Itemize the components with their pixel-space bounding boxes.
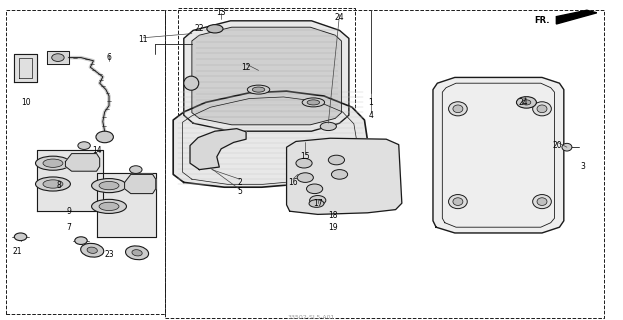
Text: 10: 10 [21,98,31,107]
Ellipse shape [537,105,547,113]
Polygon shape [173,91,368,187]
Ellipse shape [449,195,467,209]
Text: 8: 8 [57,181,62,190]
Text: 12: 12 [241,63,251,72]
Ellipse shape [309,200,324,207]
Polygon shape [125,174,156,194]
Ellipse shape [130,166,142,173]
Text: 15: 15 [300,152,310,161]
Text: 3: 3 [580,162,585,171]
Polygon shape [14,54,37,82]
Text: 11: 11 [138,36,148,44]
Text: 9: 9 [66,207,71,216]
Ellipse shape [43,159,63,167]
Ellipse shape [75,237,87,244]
Ellipse shape [533,102,551,116]
Ellipse shape [78,142,90,149]
Polygon shape [65,154,100,171]
Ellipse shape [307,184,323,194]
Ellipse shape [302,98,325,107]
Ellipse shape [307,100,320,105]
Ellipse shape [99,181,119,190]
Text: 5: 5 [237,188,242,196]
Ellipse shape [252,87,265,92]
Text: 24: 24 [518,98,528,107]
Ellipse shape [453,198,463,205]
Polygon shape [97,173,156,237]
Polygon shape [192,27,341,125]
Text: 21: 21 [12,247,22,256]
Text: 20: 20 [553,141,563,150]
Ellipse shape [537,198,547,205]
Ellipse shape [43,180,63,188]
Polygon shape [556,10,597,24]
Ellipse shape [52,54,64,61]
Ellipse shape [92,199,126,213]
Ellipse shape [522,100,531,105]
Text: FR.: FR. [535,16,549,25]
Ellipse shape [132,250,142,256]
Ellipse shape [331,170,348,179]
Text: 13: 13 [216,8,226,17]
Text: 19: 19 [328,223,338,232]
Polygon shape [37,150,103,211]
Text: 7: 7 [66,223,71,232]
Ellipse shape [562,143,572,151]
Ellipse shape [36,156,70,170]
Ellipse shape [453,105,463,113]
Ellipse shape [92,179,126,193]
Text: 17: 17 [313,199,323,208]
Text: 18: 18 [328,212,338,220]
Text: 2: 2 [237,178,242,187]
Text: 22: 22 [194,24,204,33]
Text: 4: 4 [368,111,373,120]
Polygon shape [190,129,246,170]
Ellipse shape [207,25,223,33]
Ellipse shape [320,122,336,131]
Polygon shape [47,51,69,64]
Ellipse shape [184,76,199,90]
Ellipse shape [296,158,312,168]
Ellipse shape [297,173,313,182]
Ellipse shape [328,155,345,165]
Ellipse shape [96,131,113,143]
Text: 16: 16 [288,178,298,187]
Ellipse shape [80,243,104,257]
Ellipse shape [310,196,326,205]
Ellipse shape [516,97,536,108]
Text: 6: 6 [107,53,112,62]
Polygon shape [184,21,349,131]
Text: 1: 1 [368,98,373,107]
Ellipse shape [14,233,27,241]
Ellipse shape [125,246,149,260]
Text: 33502-SL5-A01: 33502-SL5-A01 [288,315,335,320]
Text: 14: 14 [92,146,102,155]
Polygon shape [287,138,402,214]
Ellipse shape [533,195,551,209]
Ellipse shape [36,177,70,191]
Text: 23: 23 [104,250,114,259]
Ellipse shape [87,247,97,253]
Text: 24: 24 [335,13,345,22]
Polygon shape [433,77,564,233]
Ellipse shape [247,85,270,94]
Ellipse shape [99,202,119,211]
Ellipse shape [449,102,467,116]
